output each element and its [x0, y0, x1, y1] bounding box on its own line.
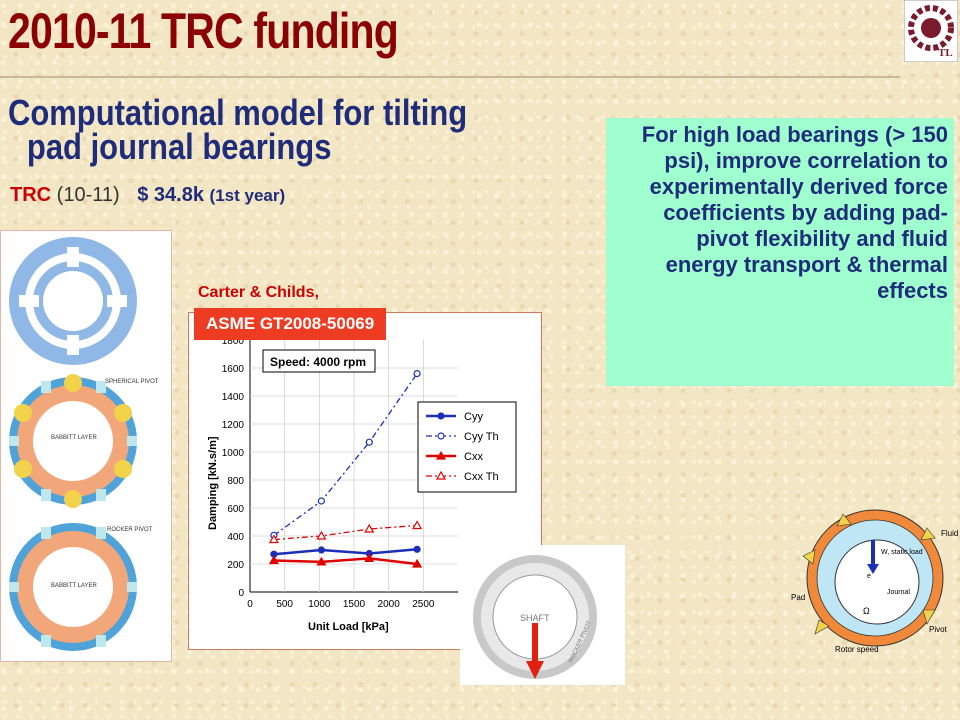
chart-y-tick-label: 600 [227, 504, 244, 515]
rocker-pivot-label: ROCKER PIVOT [107, 527, 153, 533]
citation-reference: ASME GT2008-50069 [194, 308, 387, 340]
chart-legend-label: Cyy [464, 411, 483, 423]
chart-y-tick-label: 1000 [222, 448, 245, 459]
chart-series-line [273, 557, 418, 566]
chart-legend-label: Cyy Th [464, 431, 499, 443]
chart-point [316, 556, 327, 566]
chart-point [365, 438, 373, 446]
schematic-fluid-label: Fluid [941, 529, 958, 538]
static-load-arrow-icon [867, 540, 879, 574]
bearing-images-strip: SPHERICAL PIVOT BABBITT LAYER ROCKER PIV… [0, 230, 172, 662]
chart-point [317, 497, 326, 505]
chart-y-tick-label: 1800 [222, 336, 245, 347]
chart-point [413, 369, 421, 378]
chart-title-box [262, 349, 376, 373]
chart-y-label: Damping [kN.s/m] [207, 436, 219, 530]
chart-point [435, 450, 447, 460]
chart-title: Speed: 4000 rpm [270, 355, 366, 369]
flexure-pivot-bearing-image [1, 231, 149, 369]
schematic-rotor-speed-label: Rotor speed [835, 645, 879, 654]
chart-point [412, 520, 423, 530]
chart-x-tick-label: 500 [276, 599, 293, 610]
chart-x-tick-label: 2000 [378, 599, 401, 610]
chart-point [412, 558, 423, 568]
schematic-pivot-label: Pivot [929, 625, 948, 634]
funding-line: TRC (10-11) $ 34.8k (1st year) [10, 184, 285, 207]
load-direction-arrow-icon [526, 623, 544, 679]
chart-point [268, 534, 279, 544]
trc-years: (10-11) [56, 184, 120, 206]
trl-logo: TL [904, 0, 958, 62]
schematic-load-label: W, static load [881, 549, 923, 556]
schematic-omega-label: Ω [863, 606, 870, 616]
schematic-pad-label: Pad [791, 593, 805, 602]
chart-y-tick-label: 1600 [222, 364, 245, 375]
chart-y-tick-label: 1200 [222, 420, 245, 431]
subtitle-line-1: Computational model for tilting [8, 92, 468, 133]
chart-point [364, 523, 375, 533]
chart-point [268, 555, 279, 565]
chart-x-tick-label: 1500 [343, 599, 366, 610]
schematic-e-label: e [867, 573, 871, 580]
chart-point [316, 530, 327, 540]
chart-y-tick-label: 800 [227, 476, 244, 487]
chart-series-line [273, 524, 418, 541]
spherical-pivot-bearing-image: SPHERICAL PIVOT BABBITT LAYER [1, 371, 171, 511]
chart-x-tick-label: 0 [247, 599, 253, 610]
chart-point [437, 432, 445, 440]
chart-y-tick-label: 200 [227, 560, 244, 571]
chart-x-tick-label: 2500 [412, 599, 435, 610]
objective-box: For high load bearings (> 150 psi), impr… [606, 118, 954, 386]
chart-x-label: Unit Load [kPa] [308, 621, 389, 633]
chart-y-tick-label: 0 [238, 588, 244, 599]
title-divider [0, 76, 900, 78]
chart-y-tick-label: 400 [227, 532, 244, 543]
chart-legend-label: Cxx [464, 451, 483, 463]
chart-legend-label: Cxx Th [464, 471, 499, 483]
chart-point [364, 553, 375, 562]
subtitle-line-2: pad journal bearings [26, 126, 332, 167]
shaft-bearing-photo: SHAFT ROCKER PIVOT [460, 545, 625, 685]
chart-series-line [273, 548, 418, 556]
shaft-label: SHAFT [520, 613, 550, 623]
chart-series-line [273, 373, 418, 536]
babbitt-layer-label-2: BABBITT LAYER [51, 583, 97, 589]
objective-text: For high load bearings (> 150 psi), impr… [641, 122, 948, 303]
funding-amount-note: (1st year) [209, 186, 286, 205]
chart-x-tick-label: 1000 [308, 599, 331, 610]
babbitt-layer-label: BABBITT LAYER [51, 435, 97, 441]
damping-chart: 0 200 400 600 800 1000 1200 1400 1600 1800 0 500 100… [207, 336, 517, 633]
spherical-pivot-label: SPHERICAL PIVOT [105, 379, 159, 385]
chart-point [317, 546, 326, 554]
slide-title: 2010-11 TRC funding [8, 3, 399, 59]
schematic-journal-label: Journal [887, 589, 910, 596]
citation-author: Carter & Childs, [198, 284, 319, 301]
tilting-pad-bearing-schematic: Fluid W, static load e Journal Pad Ω Piv… [791, 509, 958, 654]
rocker-pivot-bearing-image: ROCKER PIVOT BABBITT LAYER [1, 515, 171, 661]
chart-point [435, 470, 447, 480]
funding-amount: $ 34.8k [137, 184, 204, 206]
subtitle: Computational model for tilting pad jour… [8, 95, 524, 167]
svg-text:TL: TL [938, 47, 953, 59]
trc-label: TRC [10, 184, 52, 206]
chart-point [437, 412, 445, 420]
chart-y-tick-label: 1400 [222, 392, 245, 403]
chart-point [413, 545, 421, 553]
